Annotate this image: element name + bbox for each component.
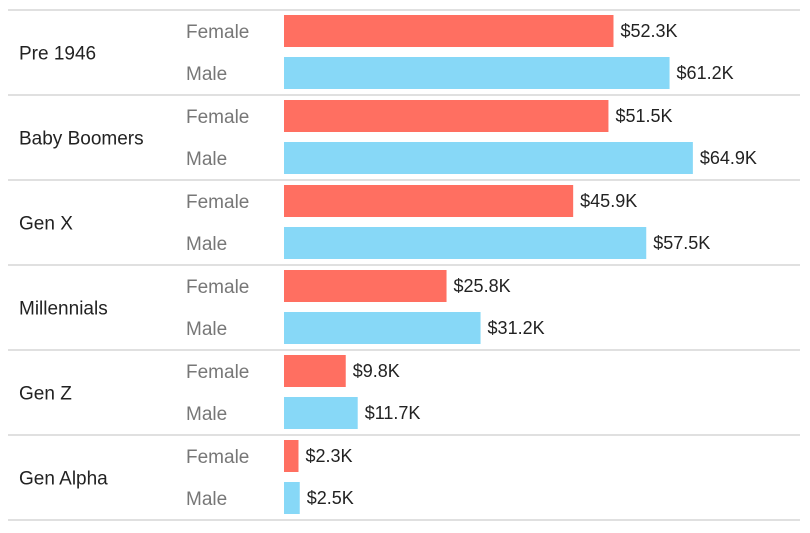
series-label-baby-boomers-male: Male: [186, 149, 227, 170]
value-label-gen-alpha-female: $2.3K: [305, 446, 352, 466]
group-label-pre-1946: Pre 1946: [19, 44, 96, 65]
series-label-millennials-female: Female: [186, 277, 249, 298]
bar-gen-alpha-male: [284, 482, 300, 514]
group-label-millennials: Millennials: [19, 299, 108, 320]
value-label-gen-x-male: $57.5K: [653, 233, 710, 253]
bar-pre-1946-female: [284, 15, 614, 47]
bar-baby-boomers-male: [284, 142, 693, 174]
group-label-gen-z: Gen Z: [19, 384, 72, 405]
value-label-pre-1946-female: $52.3K: [620, 21, 677, 41]
group-label-gen-x: Gen X: [19, 214, 73, 235]
series-label-gen-alpha-female: Female: [186, 447, 249, 468]
value-label-gen-alpha-male: $2.5K: [307, 488, 354, 508]
bar-gen-x-male: [284, 227, 647, 259]
bar-baby-boomers-female: [284, 100, 609, 132]
series-label-gen-z-female: Female: [186, 362, 249, 383]
value-label-pre-1946-male: $61.2K: [677, 63, 734, 83]
value-label-gen-z-male: $11.7K: [365, 403, 421, 423]
bar-gen-z-female: [284, 355, 346, 387]
group-label-gen-alpha: Gen Alpha: [19, 469, 108, 490]
series-label-gen-alpha-male: Male: [186, 489, 227, 510]
group-label-baby-boomers: Baby Boomers: [19, 129, 144, 150]
series-label-gen-x-male: Male: [186, 234, 227, 255]
bar-pre-1946-male: [284, 57, 670, 89]
bar-gen-alpha-female: [284, 440, 299, 472]
value-label-millennials-female: $25.8K: [454, 276, 511, 296]
bar-gen-z-male: [284, 397, 358, 429]
value-label-baby-boomers-male: $64.9K: [700, 148, 757, 168]
series-label-pre-1946-male: Male: [186, 64, 227, 85]
value-label-baby-boomers-female: $51.5K: [615, 106, 672, 126]
series-label-gen-x-female: Female: [186, 192, 249, 213]
bar-millennials-female: [284, 270, 447, 302]
series-label-baby-boomers-female: Female: [186, 107, 249, 128]
series-label-millennials-male: Male: [186, 319, 227, 340]
series-label-gen-z-male: Male: [186, 404, 227, 425]
value-label-gen-x-female: $45.9K: [580, 191, 637, 211]
bar-gen-x-female: [284, 185, 574, 217]
series-label-pre-1946-female: Female: [186, 22, 249, 43]
bar-millennials-male: [284, 312, 481, 344]
value-label-millennials-male: $31.2K: [488, 318, 545, 338]
value-label-gen-z-female: $9.8K: [353, 361, 400, 381]
